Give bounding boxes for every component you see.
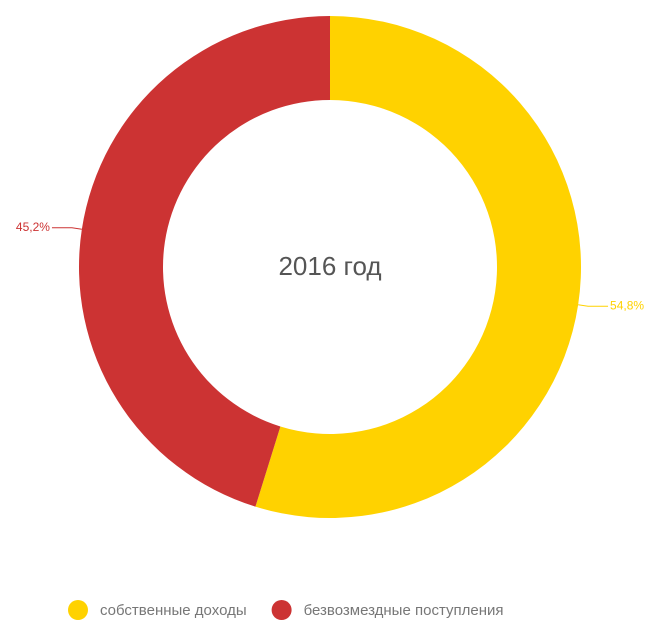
data-label: 45,2% bbox=[16, 220, 50, 234]
legend-label: безвозмездные поступления bbox=[304, 602, 504, 619]
leader-line bbox=[51, 227, 82, 230]
donut-slice bbox=[255, 16, 582, 518]
leader-line bbox=[578, 304, 609, 307]
legend-marker bbox=[271, 600, 292, 620]
data-label: 54,8% bbox=[610, 298, 644, 312]
legend-label: собственные доходы bbox=[100, 602, 247, 619]
legend-marker bbox=[68, 600, 88, 620]
chart-title: 2016 год bbox=[278, 251, 381, 281]
donut-slice bbox=[79, 16, 330, 507]
